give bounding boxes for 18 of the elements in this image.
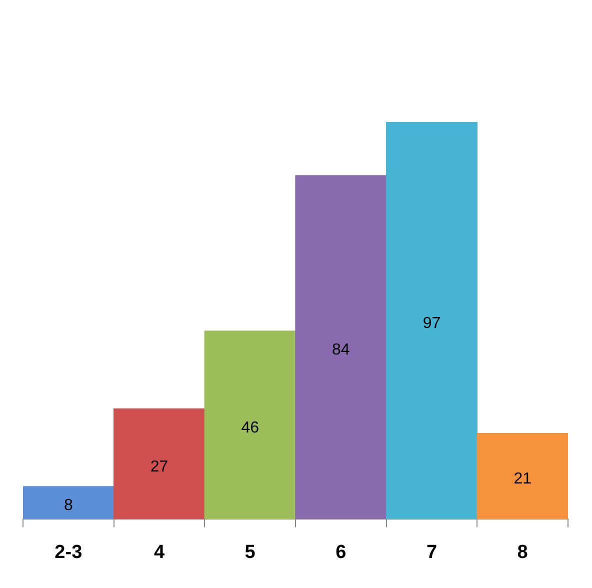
data-label: 27 <box>150 458 168 476</box>
data-label: 97 <box>422 315 441 332</box>
bar <box>114 408 205 520</box>
x-tick-label: 4 <box>154 542 165 563</box>
bar <box>476 432 568 520</box>
bar <box>386 122 478 520</box>
data-label: 21 <box>514 470 532 488</box>
data-label: 8 <box>64 497 73 514</box>
bar <box>295 175 387 520</box>
bar <box>23 486 114 520</box>
x-tick-label: 2-3 <box>54 542 82 563</box>
x-tick-label: 7 <box>426 542 438 563</box>
data-label: 46 <box>241 419 260 436</box>
x-tick-label: 5 <box>244 542 256 563</box>
x-tick-label: 8 <box>517 542 528 563</box>
data-label: 84 <box>332 342 350 359</box>
bar <box>204 330 296 520</box>
x-tick-label: 6 <box>336 542 346 563</box>
